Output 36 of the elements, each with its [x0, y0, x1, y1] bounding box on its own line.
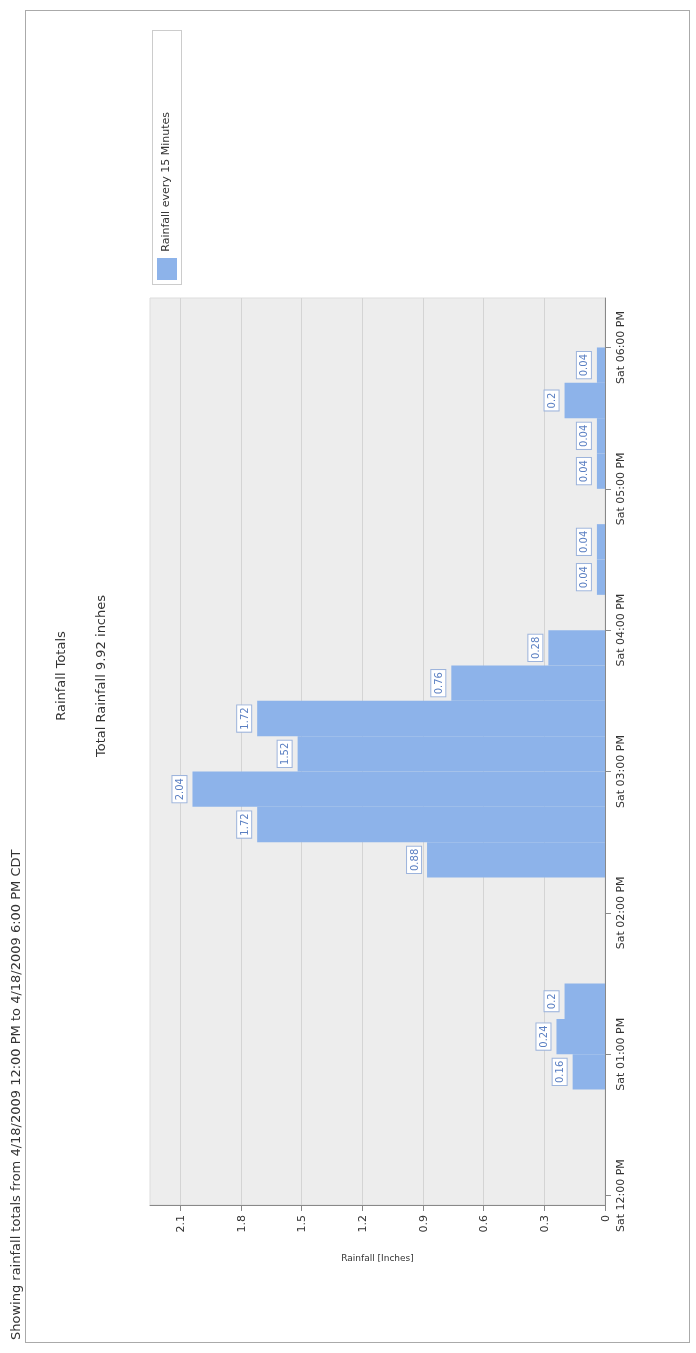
x-tick-label: 1.8: [234, 1215, 248, 1233]
y-tick-label: Sat 06:00 PM: [614, 311, 627, 384]
data-label: 1.72: [238, 707, 250, 730]
y-tick-label: Sat 03:00 PM: [614, 735, 627, 808]
data-label: 0.76: [432, 672, 444, 695]
x-tick-label: 2.1: [173, 1215, 187, 1233]
data-label: 0.88: [408, 848, 420, 871]
data-label: 0.04: [578, 354, 590, 377]
data-label: 1.72: [238, 813, 250, 836]
text: Total Rainfall 9.92 inches: [92, 594, 108, 759]
x-axis-title: Rainfall [Inches]: [341, 1252, 414, 1263]
data-label: 1.52: [279, 742, 291, 765]
x-tick-label: 0.3: [537, 1215, 551, 1233]
y-tick-label: Sat 01:00 PM: [614, 1017, 627, 1091]
data-label: 0.04: [578, 460, 590, 483]
data-label: 0.04: [578, 530, 590, 553]
data-label: 0.24: [537, 1025, 549, 1048]
data-label: 0.2: [546, 993, 558, 1010]
x-tick-label: 1.5: [295, 1215, 309, 1233]
y-tick-label: Sat 02:00 PM: [614, 876, 627, 950]
data-label: 0.28: [529, 636, 541, 659]
data-label: 0.04: [578, 566, 590, 589]
x-tick-label: 1.2: [355, 1215, 369, 1233]
data-label: 0.2: [546, 392, 558, 409]
y-tick-label: Sat 12:00 PM: [614, 1159, 627, 1233]
x-tick-label: 0: [598, 1215, 612, 1222]
x-tick-label: 0.9: [416, 1215, 430, 1233]
data-label: 0.16: [554, 1060, 566, 1084]
text: Rainfall Totals: [52, 630, 68, 721]
text: Showing rainfall totals from 4/18/2009 12:00 PM to 4/18/2009 6:00 PM CDT: [7, 849, 23, 1340]
y-tick-label: Sat 04:00 PM: [614, 593, 627, 667]
y-tick-label: Sat 05:00 PM: [614, 452, 627, 526]
data-label: 0.04: [578, 424, 590, 447]
text: Rainfall every 15 Minutes: [159, 112, 172, 252]
data-label: 2.04: [173, 778, 185, 801]
x-tick-label: 0.6: [477, 1215, 491, 1233]
